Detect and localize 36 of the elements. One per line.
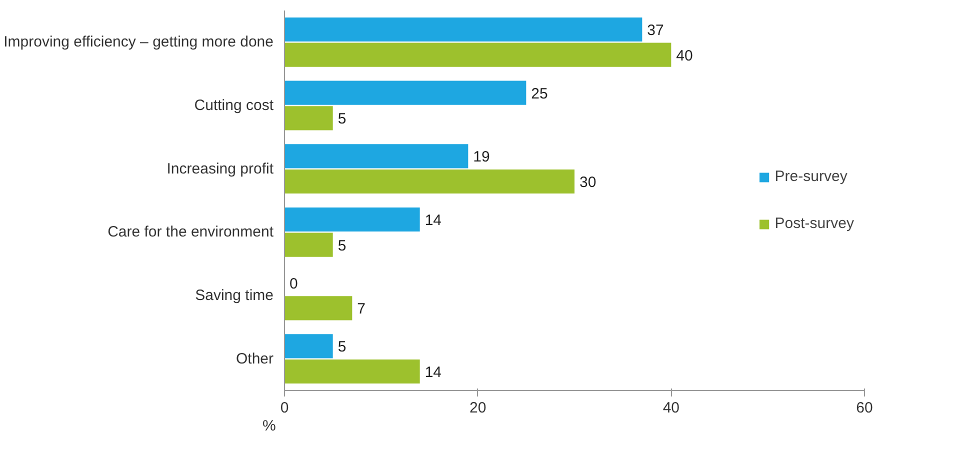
legend-label: Pre-survey [774, 168, 848, 185]
bar [284, 296, 352, 320]
y-tick-label: Care for the environment [108, 224, 274, 241]
bar [284, 232, 333, 257]
bar [284, 334, 333, 358]
x-tick-label: 40 [662, 400, 680, 416]
bar [284, 17, 642, 42]
y-tick-label: Increasing profit [166, 160, 274, 178]
data-label: 5 [338, 110, 346, 128]
data-label: 25 [531, 85, 548, 102]
bar [284, 106, 333, 130]
data-label: 5 [338, 338, 346, 356]
bar [284, 42, 672, 67]
data-label: 14 [424, 212, 442, 229]
x-tick-label: 0 [280, 400, 289, 416]
data-label: 0 [290, 275, 298, 292]
y-tick-label: Cutting cost [194, 97, 274, 114]
bar [284, 80, 526, 105]
data-label: 40 [676, 47, 693, 64]
data-label: 37 [647, 22, 664, 39]
bar [284, 169, 574, 194]
data-label: 19 [473, 148, 490, 166]
bar [284, 144, 468, 168]
y-tick-label: Saving time [195, 287, 274, 304]
y-tick-label: Other [236, 350, 274, 368]
data-label: 7 [357, 300, 366, 318]
bar [284, 207, 420, 232]
x-tick-label: 20 [469, 400, 486, 416]
data-label: 14 [424, 364, 442, 381]
data-label: 5 [338, 237, 346, 254]
y-tick-label: Improving efficiency – getting more done [4, 34, 274, 51]
bar [284, 359, 420, 384]
x-axis-title: % [262, 418, 276, 434]
x-tick-label: 60 [856, 400, 873, 416]
data-label: 30 [580, 174, 596, 191]
legend-label: Post-survey [774, 215, 854, 232]
